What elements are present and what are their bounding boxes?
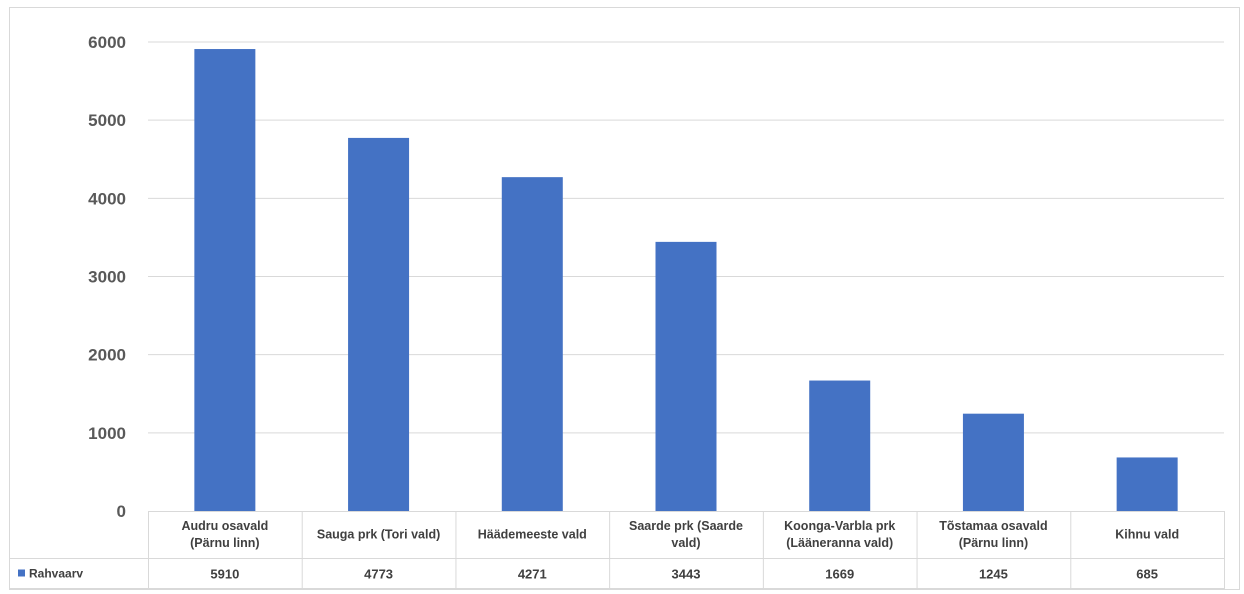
data-value-label: 5910 (210, 567, 239, 582)
data-value-label: 3443 (672, 567, 701, 582)
category-label: Sauga prk (Tori vald) (317, 528, 440, 542)
bar (962, 413, 1024, 511)
data-value-label: 1669 (825, 567, 854, 582)
data-value-label: 1245 (979, 567, 1008, 582)
y-tick-label: 4000 (88, 189, 126, 208)
bar-chart: 0 1000 2000 3000 4000 5000 6000 Audru osavald (P… (10, 33, 1225, 589)
category-label: Kihnu vald (1115, 528, 1179, 542)
y-tick-label: 5000 (88, 111, 126, 130)
category-label: Saarde prk (Saarde vald) (629, 519, 743, 550)
category-label: Koonga-Varbla prk (Lääneranna vald) (784, 519, 895, 550)
bar (1116, 457, 1178, 511)
y-tick-label: 1000 (88, 424, 126, 443)
category-label: Häädemeeste vald (478, 528, 587, 542)
data-value-label: 4271 (518, 567, 547, 582)
bar (348, 137, 410, 511)
data-value-label: 685 (1136, 567, 1158, 582)
bar (655, 241, 717, 511)
legend-swatch (18, 569, 25, 577)
y-tick-label: 2000 (88, 346, 126, 365)
bar (194, 49, 256, 511)
chart-frame: 0 1000 2000 3000 4000 5000 6000 Audru osavald (P… (9, 7, 1240, 590)
bar (501, 177, 563, 512)
y-tick-label: 6000 (88, 33, 126, 52)
y-tick-label: 3000 (88, 268, 126, 287)
legend-label: Rahvaarv (29, 567, 83, 581)
bar (809, 380, 871, 511)
data-value-label: 4773 (364, 567, 393, 582)
y-tick-label: 0 (117, 502, 126, 521)
category-label: Audru osavald (Pärnu linn) (181, 519, 268, 550)
category-label: Tõstamaa osavald (Pärnu linn) (939, 519, 1047, 550)
